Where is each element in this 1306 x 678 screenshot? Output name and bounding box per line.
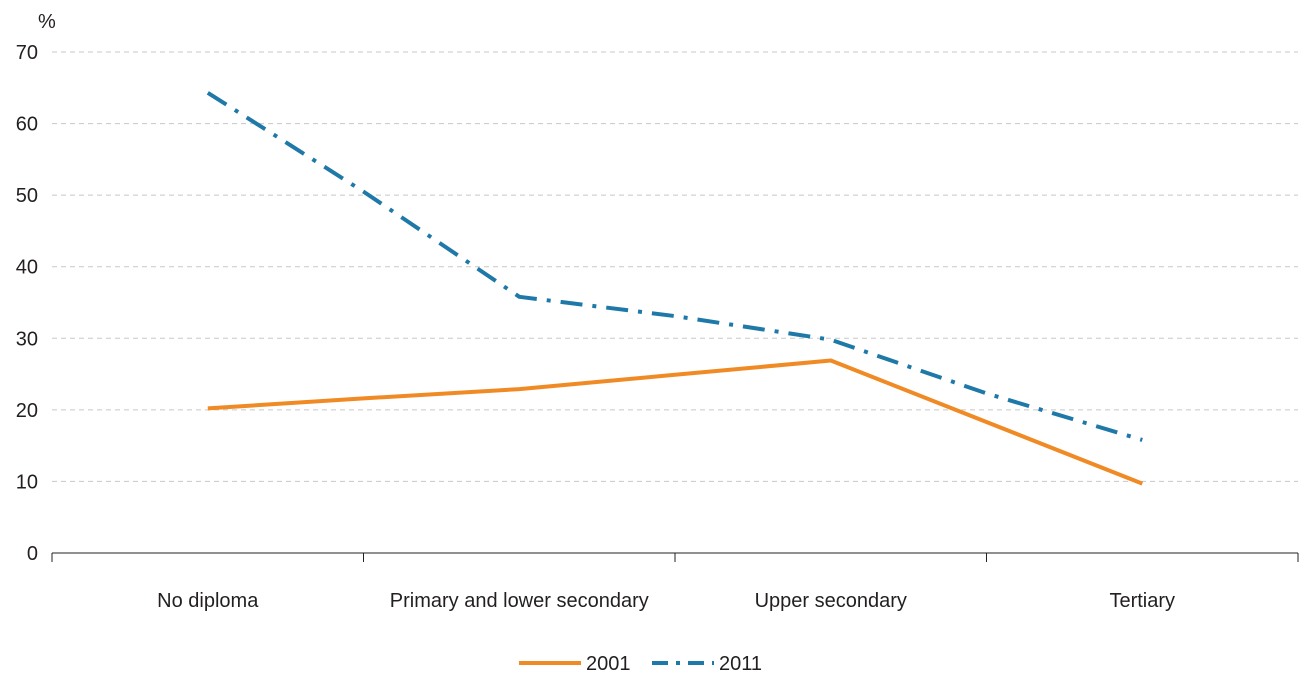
y-tick-label: 0 bbox=[27, 543, 38, 565]
y-tick-label: 30 bbox=[16, 328, 38, 350]
series-line-2001 bbox=[207, 358, 1144, 486]
legend-label-2011: 2011 bbox=[719, 653, 762, 675]
y-tick-label: 10 bbox=[16, 471, 38, 493]
y-tick-label: 60 bbox=[16, 114, 38, 136]
x-category-label: Primary and lower secondary bbox=[390, 590, 649, 612]
y-axis-unit-label: % bbox=[38, 11, 56, 33]
series-line-2011 bbox=[206, 91, 1143, 442]
y-tick-label: 20 bbox=[16, 400, 38, 422]
x-category-label: No diploma bbox=[157, 590, 259, 612]
y-tick-label: 40 bbox=[16, 257, 38, 279]
x-category-label: Upper secondary bbox=[755, 590, 907, 612]
x-category-label: Tertiary bbox=[1109, 590, 1175, 612]
y-tick-label: 70 bbox=[16, 42, 38, 64]
y-tick-label: 50 bbox=[16, 185, 38, 207]
legend: 2001 2011 bbox=[519, 653, 762, 675]
axes: 0 10 20 30 40 50 60 70 No diploma Primary and low… bbox=[16, 42, 1299, 612]
legend-label-2001: 2001 bbox=[586, 653, 631, 675]
gridlines bbox=[52, 51, 1298, 482]
series-lines bbox=[206, 91, 1144, 486]
